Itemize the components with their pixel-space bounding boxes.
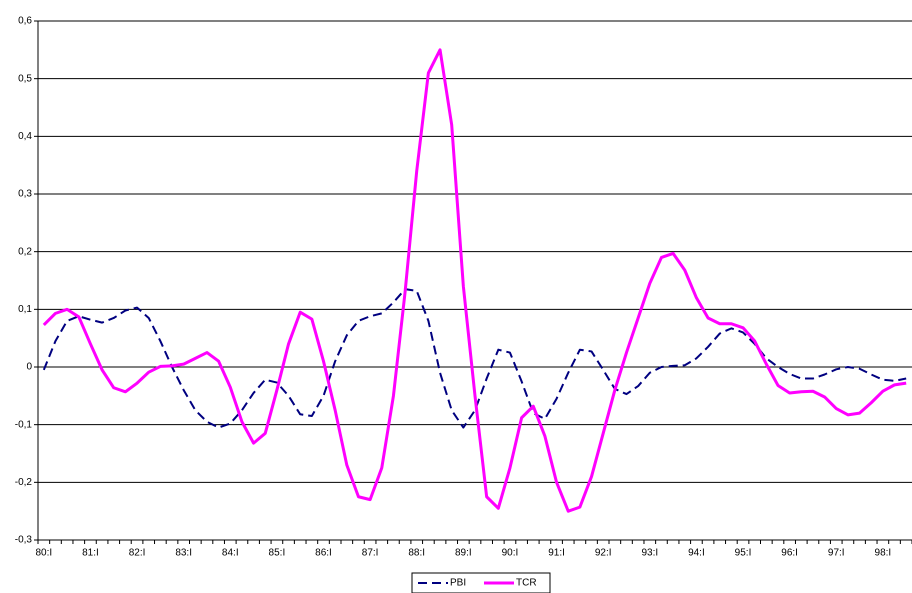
y-tick-label: 0,1 (18, 304, 32, 315)
x-tick-label: 94:I (688, 548, 705, 559)
y-tick-label: 0 (26, 362, 32, 373)
x-tick-label: 89:I (455, 548, 472, 559)
x-tick-label: 82:I (129, 548, 146, 559)
legend: PBI TCR (411, 572, 551, 593)
x-tick-label: 88:I (408, 548, 425, 559)
y-tick-label: -0,3 (15, 535, 33, 546)
x-tick-label: 81:I (82, 548, 99, 559)
y-tick-label: 0,5 (18, 73, 32, 84)
y-tick-label: -0,2 (15, 477, 33, 488)
x-tick-label: 93:I (641, 548, 658, 559)
x-tick-label: 95:I (735, 548, 752, 559)
y-tick-label: 0,3 (18, 189, 32, 200)
x-tick-label: 90:I (502, 548, 519, 559)
y-tick-label: 0,4 (18, 131, 32, 142)
y-tick-label: -0,1 (15, 419, 33, 430)
legend-box (411, 572, 551, 593)
y-tick-label: 0,2 (18, 246, 32, 257)
x-tick-label: 86:I (315, 548, 332, 559)
legend-label: PBI (450, 578, 466, 589)
legend-label: TCR (516, 578, 537, 589)
x-tick-label: 92:I (595, 548, 612, 559)
x-tick-label: 85:I (269, 548, 286, 559)
x-tick-label: 83:I (175, 548, 192, 559)
x-tick-label: 87:I (362, 548, 379, 559)
line-series (42, 48, 907, 513)
x-tick-label: 96:I (781, 548, 798, 559)
y-tick-label: 0,6 (18, 16, 32, 27)
x-tick-label: 91:I (548, 548, 565, 559)
x-tick-label: 97:I (828, 548, 845, 559)
x-tick-label: 80:I (35, 548, 52, 559)
x-tick-label: 98:I (875, 548, 892, 559)
x-tick-label: 84:I (222, 548, 239, 559)
